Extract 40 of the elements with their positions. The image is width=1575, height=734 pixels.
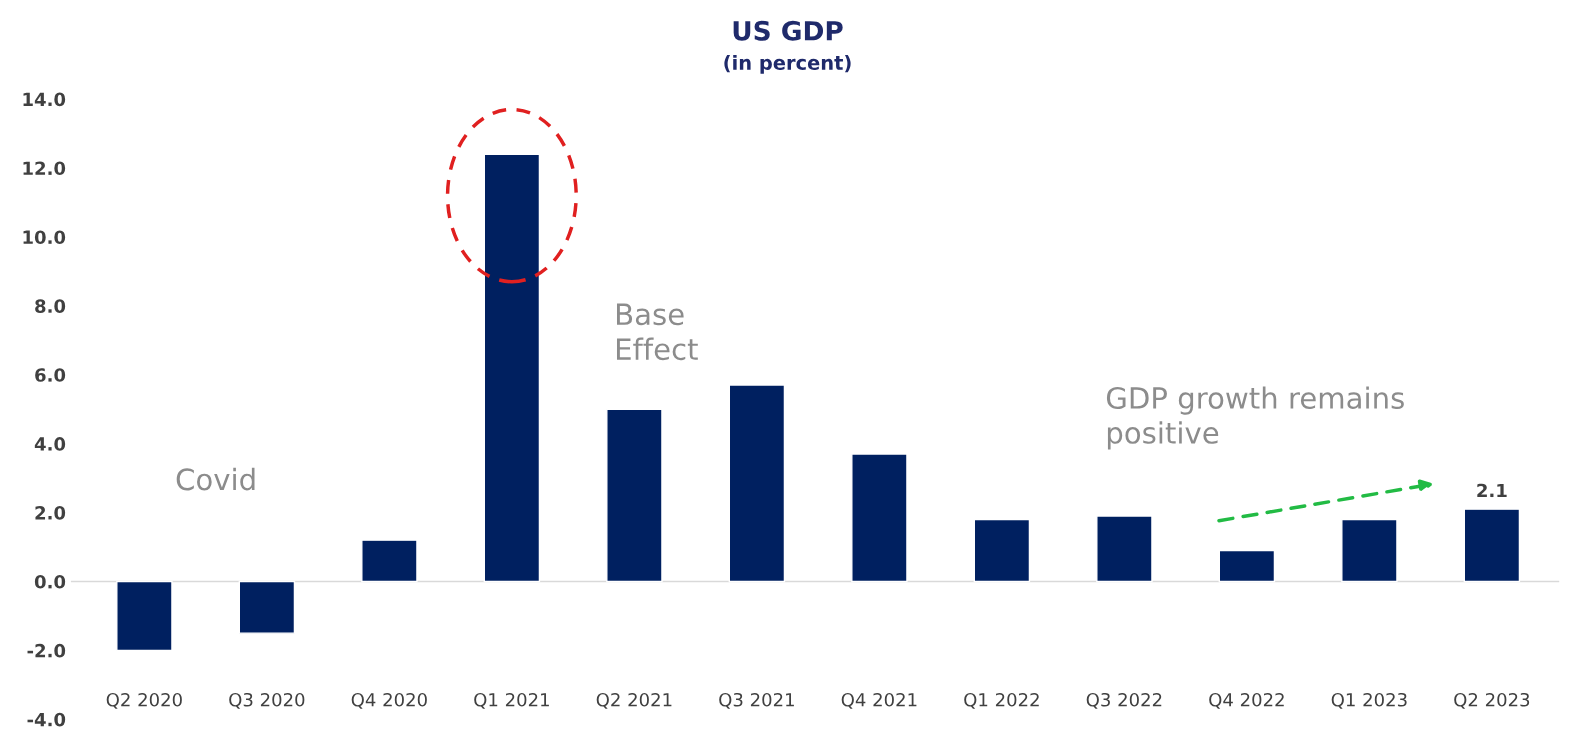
annotation: Covid — [176, 467, 255, 491]
bar — [1096, 515, 1153, 583]
bar — [606, 408, 663, 583]
bar — [361, 539, 418, 583]
annotation: GDP growth remains positive — [1106, 386, 1404, 450]
bar — [728, 384, 786, 583]
y-tick-label: 10.0 — [23, 230, 66, 245]
x-tick-label: Q3 2020 — [229, 692, 305, 709]
x-tick-label: Q4 2021 — [841, 692, 917, 709]
y-tick-label: 2.0 — [35, 506, 66, 520]
x-tick-label: Q4 2022 — [1209, 692, 1284, 709]
annotation: Base Effect — [616, 303, 698, 361]
x-tick-label: Q3 2021 — [719, 692, 794, 709]
bar — [1218, 549, 1276, 583]
y-tick-label: -2.0 — [27, 643, 66, 658]
x-tick-label: Q1 2023 — [1331, 692, 1407, 709]
x-tick-label: Q4 2020 — [351, 692, 427, 709]
x-tick-label: Q2 2020 — [106, 692, 182, 709]
bar — [116, 580, 173, 652]
bar — [1341, 518, 1398, 583]
x-tick-label: Q1 2021 — [474, 692, 549, 709]
y-tick-label: 4.0 — [34, 437, 66, 451]
bar — [973, 518, 1031, 583]
bar — [483, 153, 541, 583]
bar — [1463, 508, 1521, 583]
x-tick-label: Q3 2022 — [1086, 692, 1162, 709]
y-tick-label: 12.0 — [23, 161, 66, 176]
data-label: 2.1 — [1477, 483, 1507, 498]
bar — [238, 580, 296, 634]
chart-title: US GDP — [733, 20, 843, 41]
bar — [851, 453, 908, 583]
y-tick-label: 8.0 — [35, 299, 66, 313]
y-tick-label: 14.0 — [23, 92, 66, 107]
x-tick-label: Q2 2023 — [1454, 692, 1530, 709]
y-tick-label: 6.0 — [35, 368, 66, 382]
y-tick-label: -4.0 — [27, 712, 66, 727]
x-tick-label: Q1 2022 — [964, 692, 1039, 709]
x-tick-label: Q2 2021 — [596, 692, 672, 709]
y-tick-label: 0.0 — [34, 574, 66, 589]
chart-subtitle: (in percent) — [724, 54, 851, 74]
